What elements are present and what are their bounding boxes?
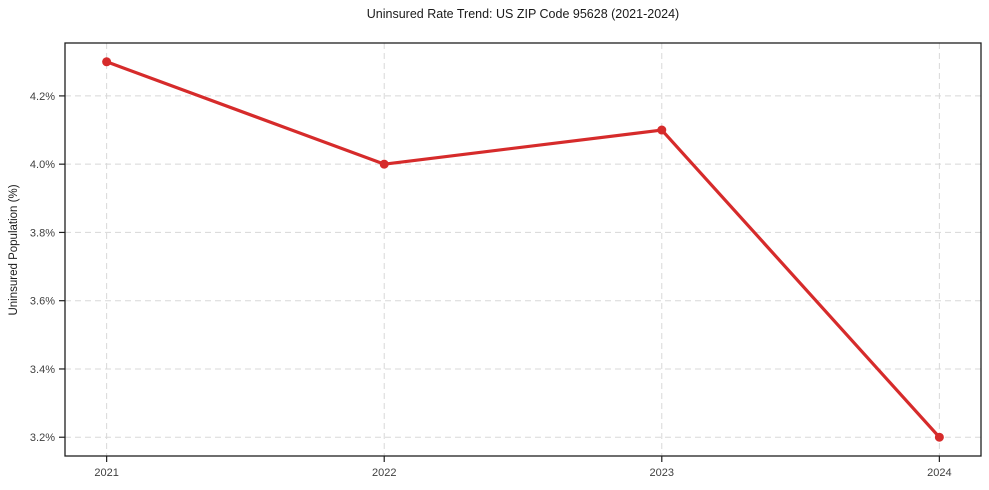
y-tick-label: 3.2% (30, 432, 55, 444)
x-tick-label: 2021 (94, 467, 118, 479)
trend-line (105, 60, 941, 439)
y-axis-label: Uninsured Population (%) (8, 184, 20, 316)
x-tick-label: 2022 (372, 467, 396, 479)
y-tick-label: 3.8% (30, 227, 55, 239)
data-point-marker (934, 432, 944, 442)
y-tick-label: 4.2% (30, 91, 55, 103)
x-tick-label: 2023 (650, 467, 674, 479)
data-point-marker (379, 159, 389, 169)
y-tick-label: 3.6% (30, 296, 55, 308)
chart-title: Uninsured Rate Trend: US ZIP Code 95628 … (366, 7, 680, 21)
y-tick-label: 4.0% (30, 159, 55, 171)
y-tick-label: 3.4% (30, 364, 55, 376)
plot-border (64, 42, 982, 457)
data-point-marker (657, 125, 667, 135)
data-point-marker (102, 57, 112, 67)
x-tick-label: 2024 (927, 467, 951, 479)
